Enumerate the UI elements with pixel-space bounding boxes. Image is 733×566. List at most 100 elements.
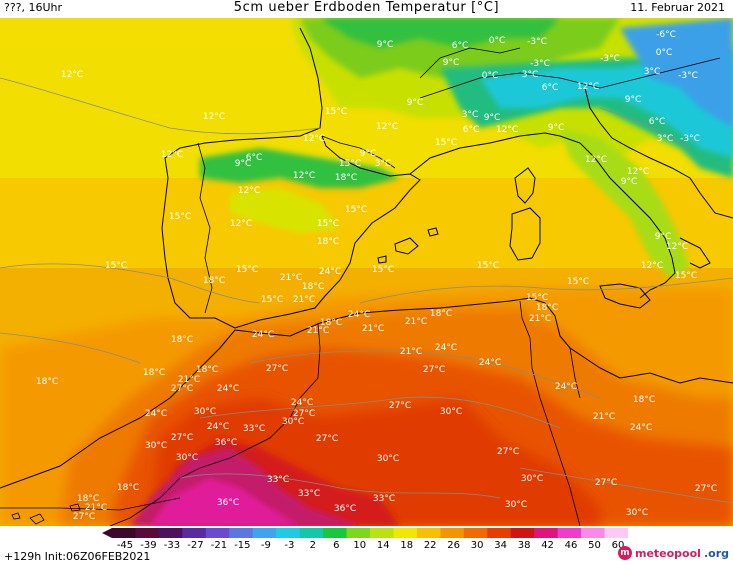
coastlines [0, 27, 733, 526]
temperature-label: 18°C [77, 494, 99, 504]
color-scale-swatch [182, 528, 207, 538]
temperature-label: 15°C [675, 271, 697, 281]
temperature-label: 12°C [61, 70, 83, 80]
header-bar: ???, 16Uhr 5cm ueber Erdboden Temperatur… [0, 0, 733, 18]
temperature-label: 0°C [489, 36, 506, 46]
tunisia-libya-border [569, 347, 581, 399]
temperature-label: 36°C [215, 438, 237, 448]
color-scale-tick: 22 [423, 540, 437, 551]
temperature-label: 15°C [372, 265, 394, 275]
temperature-label: 18°C [36, 377, 58, 387]
temperature-label: 3°C [644, 67, 661, 77]
brand-suffix: .org [703, 546, 729, 560]
italy-heel [679, 237, 711, 269]
north-africa-coast [0, 297, 621, 489]
color-scale-tick: -21 [210, 540, 228, 551]
temperature-label: 24°C [145, 409, 167, 419]
temperature-label: 30°C [282, 417, 304, 427]
temperature-label: 27°C [73, 512, 95, 522]
color-scale-swatch [323, 528, 348, 538]
color-scale-tick: -45 [116, 540, 134, 551]
temperature-label: 18°C [196, 365, 218, 375]
color-scale-swatch [604, 528, 628, 538]
run-label: ???, 16Uhr [4, 1, 63, 14]
temperature-label: -3°C [530, 59, 550, 69]
temperature-label: 21°C [280, 273, 302, 283]
color-scale-tick: 60 [611, 540, 625, 551]
temperature-label: 30°C [440, 407, 462, 417]
meteopool-logo[interactable]: m meteopool .org [617, 546, 729, 560]
temperature-label: 30°C [194, 407, 216, 417]
temperature-label: 15°C [345, 205, 367, 215]
temperature-label: 24°C [252, 330, 274, 340]
temperature-field [0, 18, 733, 526]
temperature-label: 12°C [293, 171, 315, 181]
brand-name: meteopool [634, 546, 701, 560]
temperature-label: 9°C [655, 232, 672, 242]
color-scale-tick: 26 [447, 540, 461, 551]
temperature-label: 18°C [633, 395, 655, 405]
temperature-label: 27°C [389, 401, 411, 411]
color-scale-tick: -39 [140, 540, 157, 551]
france-med-coast [409, 132, 676, 299]
temperature-label: 15°C [435, 138, 457, 148]
color-scale-tick: 50 [588, 540, 601, 551]
color-scale-swatch [416, 528, 441, 538]
temperature-label: -3°C [680, 134, 700, 144]
france-spain-border [321, 135, 396, 169]
temperature-label: 27°C [423, 365, 445, 375]
temperature-label: 15°C [567, 277, 589, 287]
temperature-label: 24°C [435, 343, 457, 353]
temperature-label: 30°C [626, 508, 648, 518]
temperature-label: 27°C [171, 384, 193, 394]
temperature-label: 24°C [348, 310, 370, 320]
color-scale-swatch [393, 528, 418, 538]
libya-coast [619, 372, 733, 384]
temperature-label: 21°C [307, 326, 329, 336]
temperature-label: 21°C [400, 347, 422, 357]
ibiza [377, 255, 387, 264]
temperature-label: 12°C [585, 155, 607, 165]
color-scale-tick: -27 [187, 540, 204, 551]
color-scale-swatch [299, 528, 324, 538]
temperature-label: 36°C [334, 504, 356, 514]
temperature-label: 12°C [496, 125, 518, 135]
temperature-label: 27°C [293, 409, 315, 419]
temperature-label: 9°C [377, 40, 394, 50]
temperature-label: 3°C [462, 110, 479, 120]
temperature-label: 15°C [169, 212, 191, 222]
temperature-label: 27°C [595, 478, 617, 488]
isotherm-contours [0, 77, 733, 504]
temperature-label: 15°C [236, 265, 258, 275]
temperature-label: 21°C [529, 314, 551, 324]
temperature-label: 18°C [143, 368, 165, 378]
temperature-label: -3°C [527, 37, 547, 47]
meteopool-logo-icon: m [617, 546, 632, 560]
temperature-label: 18°C [335, 173, 357, 183]
temperature-label: -3°C [600, 54, 620, 64]
western-sahara-border [0, 497, 181, 511]
color-scale-tick: -15 [234, 540, 251, 551]
sardinia [509, 207, 541, 261]
temperature-label: 15°C [477, 261, 499, 271]
temperature-label: 12°C [303, 134, 325, 144]
corsica [514, 167, 536, 204]
color-scale-tick: 30 [470, 540, 484, 551]
temperature-label: 12°C [577, 82, 599, 92]
color-scale-tick: 38 [517, 540, 531, 551]
morocco-algeria-border [109, 322, 321, 526]
temperature-label: 21°C [405, 317, 427, 327]
temperature-label: 21°C [85, 503, 107, 513]
temperature-label: 3°C [375, 159, 392, 169]
sicily [599, 283, 651, 309]
color-scale-labels: -45 -39 -33 -27 -21 -15 -9 -3 2 6 10 14 18 22 26 30 34 38… [0, 540, 733, 552]
forecast-init: +129h Init:06Z06FEB2021 [4, 550, 151, 563]
temperature-label: 12°C [203, 112, 225, 122]
temperature-label: 15°C [339, 159, 361, 169]
footer-bar: -45 -39 -33 -27 -21 -15 -9 -3 2 6 10 14 18 22 26 30 34 38… [0, 526, 733, 566]
iberia-coast [161, 27, 421, 329]
temperature-label: 36°C [217, 498, 239, 508]
temperature-label: 18°C [430, 309, 452, 319]
temperature-label: 6°C [649, 117, 666, 127]
temperature-label: 24°C [479, 358, 501, 368]
